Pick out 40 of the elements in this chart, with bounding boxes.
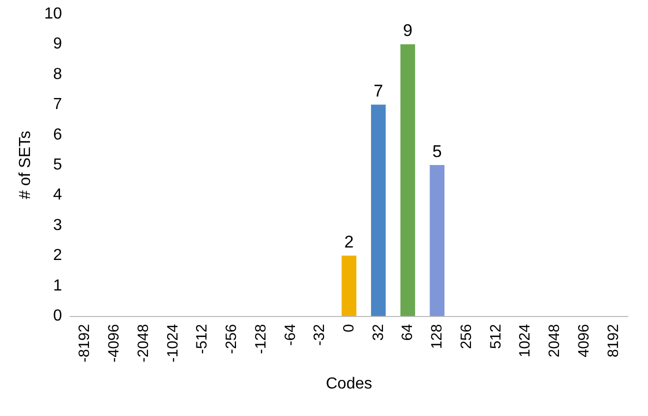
x-tick-label: 0 [340,324,358,332]
y-tick-label: 7 [53,96,62,114]
x-tick-label: 2048 [546,324,564,358]
x-tick-label: -4096 [106,324,123,362]
y-tick-label: 9 [53,36,62,53]
x-tick-label: 8192 [604,324,622,358]
data-label: 2 [344,232,354,252]
x-tick-label: 32 [370,324,387,341]
y-tick-label: 5 [53,156,62,174]
x-tick-label: -64 [282,324,299,346]
x-tick-label: -8192 [76,324,94,362]
y-tick-label: 2 [53,247,62,264]
data-label: 7 [374,82,384,101]
y-tick-label: 4 [53,186,62,204]
bar [371,104,386,316]
x-axis-title: Codes [326,376,372,392]
y-tick-label: 0 [53,308,62,324]
y-tick-label: 3 [53,216,62,234]
x-tick-label: 64 [399,324,416,341]
x-tick-label: 4096 [575,324,592,358]
x-tick-label: 256 [458,324,475,350]
bar [342,256,356,316]
x-tick-label: -512 [194,324,211,354]
x-tick-label: -1024 [164,324,182,362]
x-tick-label: 128 [428,324,446,350]
y-tick-label: 6 [53,126,62,144]
y-axis-title: # of SETs [16,130,34,200]
x-tick-label: -2048 [134,324,152,362]
x-tick-label: -256 [223,324,240,354]
bar [430,165,444,316]
x-tick-label: -128 [252,324,270,354]
data-label: 9 [403,21,412,40]
x-tick-label: -32 [311,324,328,346]
data-label: 5 [432,142,442,161]
y-tick-label: 8 [53,66,62,83]
bar [400,44,416,316]
y-tick-label: 10 [44,6,62,22]
y-tick-label: 1 [53,277,62,294]
x-tick-label: 512 [487,324,504,350]
x-tick-label: 1024 [516,324,534,358]
